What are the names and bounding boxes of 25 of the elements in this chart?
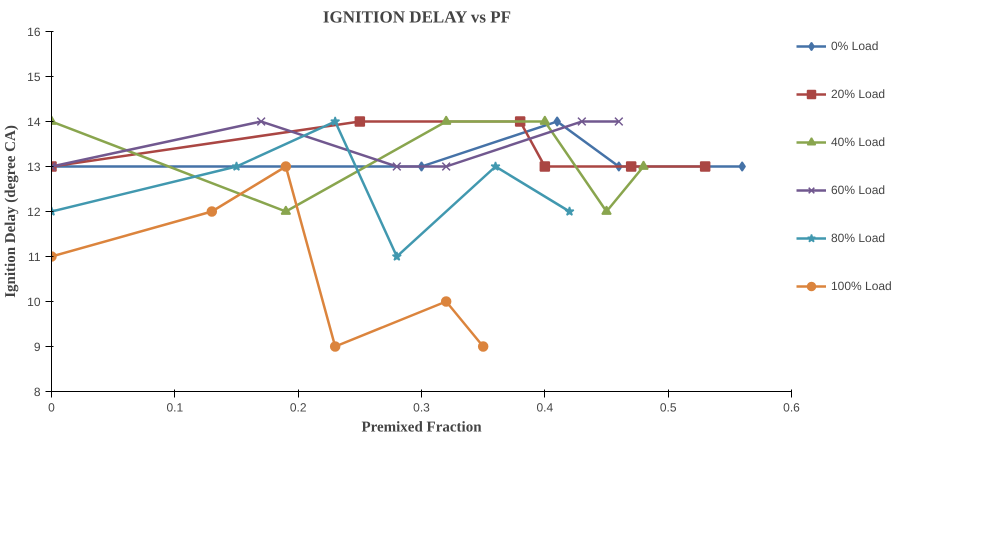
legend-label: 100% Load bbox=[831, 279, 892, 293]
x-axis-title: Premixed Fraction bbox=[361, 420, 482, 436]
y-tick-label: 14 bbox=[27, 115, 41, 129]
legend-label: 0% Load bbox=[831, 39, 878, 53]
y-tick-label: 10 bbox=[27, 295, 41, 309]
y-axis-title: Ignition Delay (degree CA) bbox=[3, 125, 20, 298]
chart-title: IGNITION DELAY vs PF bbox=[322, 8, 512, 26]
y-tick-label: 15 bbox=[27, 70, 41, 84]
legend-label: 40% Load bbox=[831, 135, 886, 149]
y-tick-label: 9 bbox=[34, 340, 41, 354]
x-tick-label: 0.3 bbox=[413, 400, 430, 414]
legend-label: 20% Load bbox=[831, 87, 886, 101]
x-tick-label: 0.1 bbox=[166, 400, 184, 414]
legend-label: 60% Load bbox=[831, 183, 886, 197]
y-tick-label: 13 bbox=[27, 160, 41, 174]
x-tick-label: 0 bbox=[48, 400, 56, 414]
x-tick-label: 0.6 bbox=[783, 400, 800, 414]
x-tick-label: 0.2 bbox=[290, 400, 307, 414]
x-tick-label: 0.4 bbox=[536, 400, 554, 414]
y-tick-label: 16 bbox=[27, 25, 41, 39]
y-tick-label: 11 bbox=[28, 250, 41, 264]
legend-label: 80% Load bbox=[831, 231, 886, 245]
x-tick-label: 0.5 bbox=[660, 400, 677, 414]
y-tick-label: 8 bbox=[34, 385, 41, 399]
y-tick-label: 12 bbox=[27, 205, 41, 219]
